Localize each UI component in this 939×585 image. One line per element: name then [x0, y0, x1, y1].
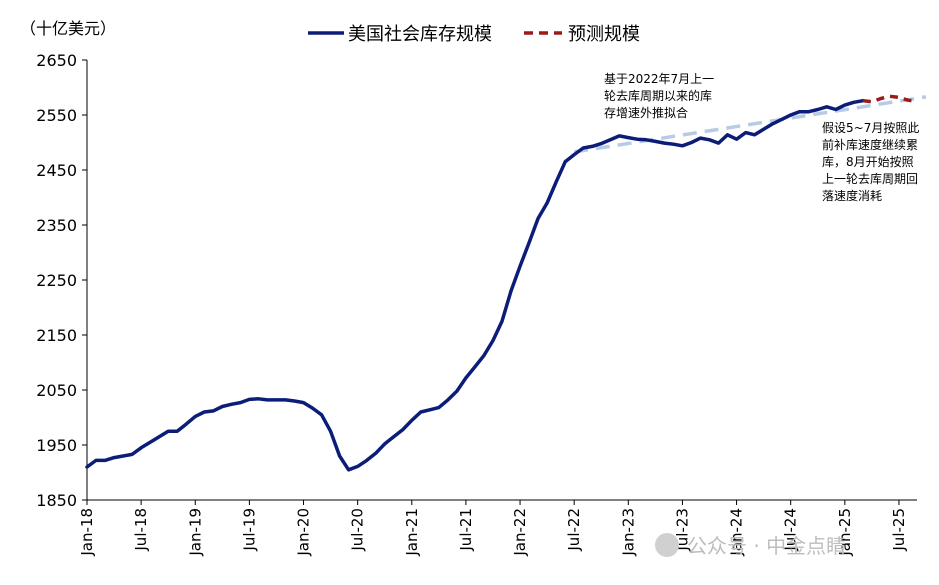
legend-label-forecast: 预测规模 — [568, 24, 640, 45]
x-tick-label: Jan-19 — [186, 508, 204, 557]
y-tick-label: 2050 — [36, 381, 77, 400]
x-tick-label: Jan-24 — [728, 508, 746, 557]
annotation-line: 上一轮去库周期回 — [822, 171, 918, 186]
x-tick-label: Jan-25 — [836, 508, 854, 557]
annotation-line: 假设5~7月按照此 — [822, 121, 919, 135]
series-layer — [85, 94, 927, 472]
y-tick-label: 1850 — [36, 491, 77, 510]
x-tick-label: Jul-18 — [132, 508, 150, 552]
annotation-line: 前补库速度继续累 — [822, 137, 918, 152]
x-tick-label: Jan-23 — [619, 508, 637, 557]
x-tick-label: Jan-21 — [403, 508, 421, 557]
x-tick-label: Jan-20 — [295, 508, 313, 557]
y-tick-label: 2650 — [36, 51, 77, 70]
y-unit-label: （十亿美元） — [20, 19, 116, 38]
y-tick-label: 2150 — [36, 326, 77, 345]
axes: 1850 1950 2050 2150 2250 2350 2450 2550 2650 Jan-… — [36, 51, 917, 557]
wechat-icon — [655, 533, 679, 557]
x-tick-label: Jan-22 — [511, 508, 529, 557]
x-tick-label: Jul-21 — [457, 508, 475, 552]
x-tick-label: Jan-18 — [78, 508, 96, 557]
legend-label-actual: 美国社会库存规模 — [348, 24, 492, 45]
annotation-line: 落速度消耗 — [822, 188, 882, 203]
annotation-fit-note: 基于2022年7月上一 轮去库周期以来的库 存增速外推拟合 — [604, 72, 714, 120]
annotation-line: 基于2022年7月上一 — [604, 72, 714, 86]
y-tick-label: 2550 — [36, 106, 77, 125]
x-tick-label: Jul-22 — [565, 508, 583, 552]
series-line-actual — [85, 98, 865, 472]
y-tick-label: 2450 — [36, 161, 77, 180]
annotation-line: 库，8月开始按照 — [822, 154, 914, 169]
x-tick-label: Jul-20 — [349, 508, 367, 552]
y-tick-label: 1950 — [36, 436, 77, 455]
annotation-line: 轮去库周期以来的库 — [604, 88, 712, 103]
annotation-line: 存增速外推拟合 — [604, 105, 688, 120]
y-tick-label: 2350 — [36, 216, 77, 235]
series-line-forecast — [862, 94, 918, 104]
legend: 美国社会库存规模 预测规模 — [308, 24, 640, 45]
watermark-text: 公众号 · 中金点睛 — [687, 534, 846, 558]
x-tick-label: Jul-24 — [782, 508, 800, 552]
y-tick-label: 2250 — [36, 271, 77, 290]
x-tick-label: Jul-25 — [890, 508, 908, 552]
x-tick-label: Jul-19 — [240, 508, 258, 552]
series-line-trend-fit — [573, 95, 927, 154]
watermark: 公众号 · 中金点睛 — [655, 533, 846, 558]
annotation-forecast-note: 假设5~7月按照此 前补库速度继续累 库，8月开始按照 上一轮去库周期回 落速度… — [822, 121, 919, 203]
